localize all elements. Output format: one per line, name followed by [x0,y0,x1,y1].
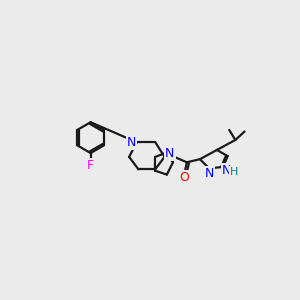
Text: N: N [165,146,175,160]
Text: O: O [180,171,190,184]
Text: N: N [205,167,214,180]
Text: N: N [127,136,136,149]
Text: F: F [87,159,94,172]
Text: N: N [222,164,232,177]
Text: H: H [230,167,238,177]
